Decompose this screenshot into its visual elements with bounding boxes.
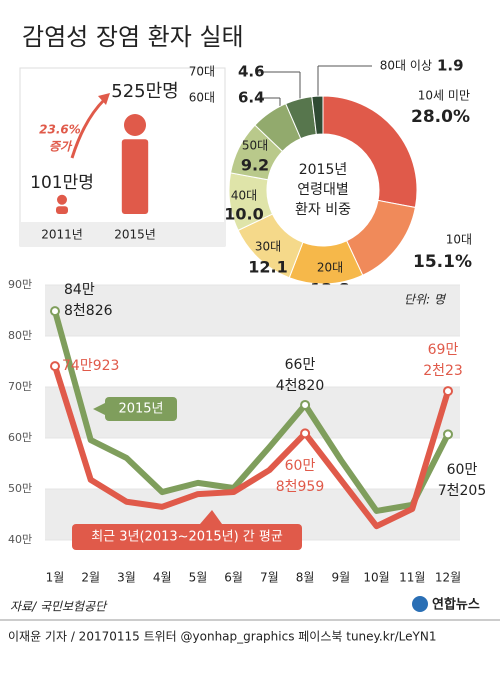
slice-name: 40대 <box>231 189 257 203</box>
value-label: 69만 <box>428 342 459 358</box>
slice-name: 10세 미만 <box>418 89 470 103</box>
x-tick-label: 2월 <box>81 571 100 585</box>
x-tick-label: 6월 <box>224 571 243 585</box>
slice-value: 15.1% <box>413 252 472 272</box>
unit: 단위: 명 <box>404 293 447 307</box>
slice-value: 10.0 <box>224 205 263 224</box>
footer: 이재윤 기자 / 20170115 트위터 @yonhap_graphics 페… <box>8 630 436 644</box>
legend-label: 최근 3년(2013~2015년) 간 평균 <box>91 530 283 545</box>
value-label: 60만 <box>285 458 316 474</box>
value-label: 84만 <box>64 282 95 298</box>
person-head <box>124 114 146 136</box>
point <box>50 361 60 372</box>
slice-value: 1.9 <box>437 57 464 75</box>
x-tick-label: 4월 <box>153 571 172 585</box>
slice-value: 4.6 <box>238 63 265 81</box>
value-label: 8천959 <box>276 479 325 495</box>
y-tick-label: 50만 <box>8 482 32 495</box>
slice-name: 80대 이상 <box>380 59 432 73</box>
value-label: 8천826 <box>64 303 113 319</box>
slice-name: 60대 <box>189 91 215 105</box>
point <box>50 306 60 317</box>
slice-value: 9.2 <box>241 156 269 175</box>
person-body <box>121 139 149 214</box>
x-tick-label: 7월 <box>260 571 279 585</box>
x-tick-label: 12월 <box>435 571 461 585</box>
title: 감염성 장염 환자 실태 <box>22 23 244 51</box>
slice-name: 70대 <box>189 65 215 79</box>
slice-name: 20대 <box>317 261 343 275</box>
increase-arrow <box>70 98 106 159</box>
center-text: 2015년 <box>299 162 348 178</box>
source: 자료/ 국민보험공단 <box>10 600 108 614</box>
legend-box <box>105 397 177 421</box>
series-line <box>52 365 451 530</box>
slice-value: 12.1 <box>248 258 287 277</box>
person-body <box>56 206 68 214</box>
x-tick-label: 8월 <box>296 571 315 585</box>
logo: 연합뉴스 <box>432 597 480 613</box>
slice-value: 6.4 <box>238 89 265 107</box>
center-text: 환자 비중 <box>295 202 351 218</box>
point <box>443 429 453 440</box>
point <box>300 399 311 410</box>
slice-name: 50대 <box>242 139 268 153</box>
center-text: 연령대별 <box>297 182 349 198</box>
value-label: 101만명 <box>30 173 94 193</box>
value-label: 74만923 <box>62 358 119 374</box>
pictogram-strip <box>20 222 225 246</box>
x-tick-label: 3월 <box>117 571 136 585</box>
y-tick-label: 90만 <box>8 278 32 291</box>
x-tick-label: 1월 <box>46 571 65 585</box>
legend-label: 2015년 <box>118 402 163 417</box>
donut-slice <box>311 95 324 135</box>
person-head <box>57 194 67 205</box>
series-line <box>52 310 451 514</box>
x-tick-label: 10월 <box>363 571 389 585</box>
value-label: 525만명 <box>111 81 178 102</box>
annotation: 증가 <box>49 140 73 154</box>
slice-value: 28.0% <box>411 107 470 127</box>
slice-name: 30대 <box>255 240 281 254</box>
annotation: 23.6% <box>39 123 81 137</box>
value-label: 2천23 <box>423 363 463 379</box>
value-label: 7천205 <box>438 483 487 499</box>
x-tick-label: 9월 <box>331 571 350 585</box>
value-label: 60만 <box>447 462 478 478</box>
value-label: 66만 <box>285 357 316 373</box>
y-tick-label: 70만 <box>8 380 32 393</box>
slice-name: 10대 <box>446 233 472 247</box>
category-label: 2015년 <box>114 228 156 242</box>
y-tick-label: 40만 <box>8 533 32 546</box>
logo-icon <box>412 596 428 612</box>
legend-pointer <box>93 403 105 415</box>
point <box>443 386 453 397</box>
band <box>45 285 460 336</box>
donut-slice <box>322 95 418 209</box>
x-tick-label: 5월 <box>189 571 208 585</box>
arrow-head <box>98 93 110 105</box>
value-label: 4천820 <box>276 378 325 394</box>
category-label: 2011년 <box>41 228 83 242</box>
y-tick-label: 60만 <box>8 431 32 444</box>
legend-pointer <box>200 510 222 524</box>
legend-box <box>72 524 302 550</box>
y-tick-label: 80만 <box>8 329 32 342</box>
x-tick-label: 11월 <box>399 571 425 585</box>
point <box>300 428 311 439</box>
